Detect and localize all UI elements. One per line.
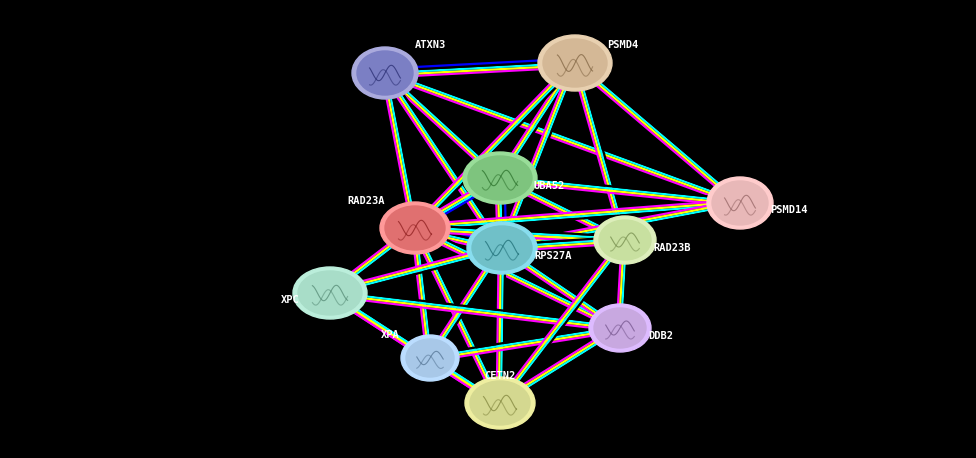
Text: RAD23B: RAD23B xyxy=(653,243,690,253)
Ellipse shape xyxy=(589,304,651,352)
Ellipse shape xyxy=(406,339,454,377)
Ellipse shape xyxy=(594,216,656,264)
Ellipse shape xyxy=(352,47,418,99)
Text: PSMD14: PSMD14 xyxy=(770,205,807,215)
Text: RAD23A: RAD23A xyxy=(347,196,385,206)
Text: ATXN3: ATXN3 xyxy=(415,40,446,50)
Ellipse shape xyxy=(712,181,768,225)
Ellipse shape xyxy=(468,156,532,200)
Ellipse shape xyxy=(543,39,607,87)
Ellipse shape xyxy=(538,35,612,91)
Text: CETN2: CETN2 xyxy=(484,371,515,381)
Text: DDB2: DDB2 xyxy=(648,331,673,341)
Ellipse shape xyxy=(298,271,362,315)
Ellipse shape xyxy=(467,222,537,274)
Ellipse shape xyxy=(357,51,413,95)
Text: XPC: XPC xyxy=(281,295,300,305)
Text: UBA52: UBA52 xyxy=(533,181,564,191)
Ellipse shape xyxy=(463,152,537,204)
Ellipse shape xyxy=(707,177,773,229)
Ellipse shape xyxy=(599,220,651,260)
Text: RPS27A: RPS27A xyxy=(534,251,572,261)
Text: XPA: XPA xyxy=(382,330,400,340)
Ellipse shape xyxy=(465,377,535,429)
Ellipse shape xyxy=(594,308,646,348)
Ellipse shape xyxy=(472,226,532,270)
Text: PSMD4: PSMD4 xyxy=(607,40,638,50)
Ellipse shape xyxy=(401,335,459,381)
Ellipse shape xyxy=(470,381,530,425)
Ellipse shape xyxy=(293,267,367,319)
Ellipse shape xyxy=(380,202,450,254)
Ellipse shape xyxy=(385,206,445,250)
